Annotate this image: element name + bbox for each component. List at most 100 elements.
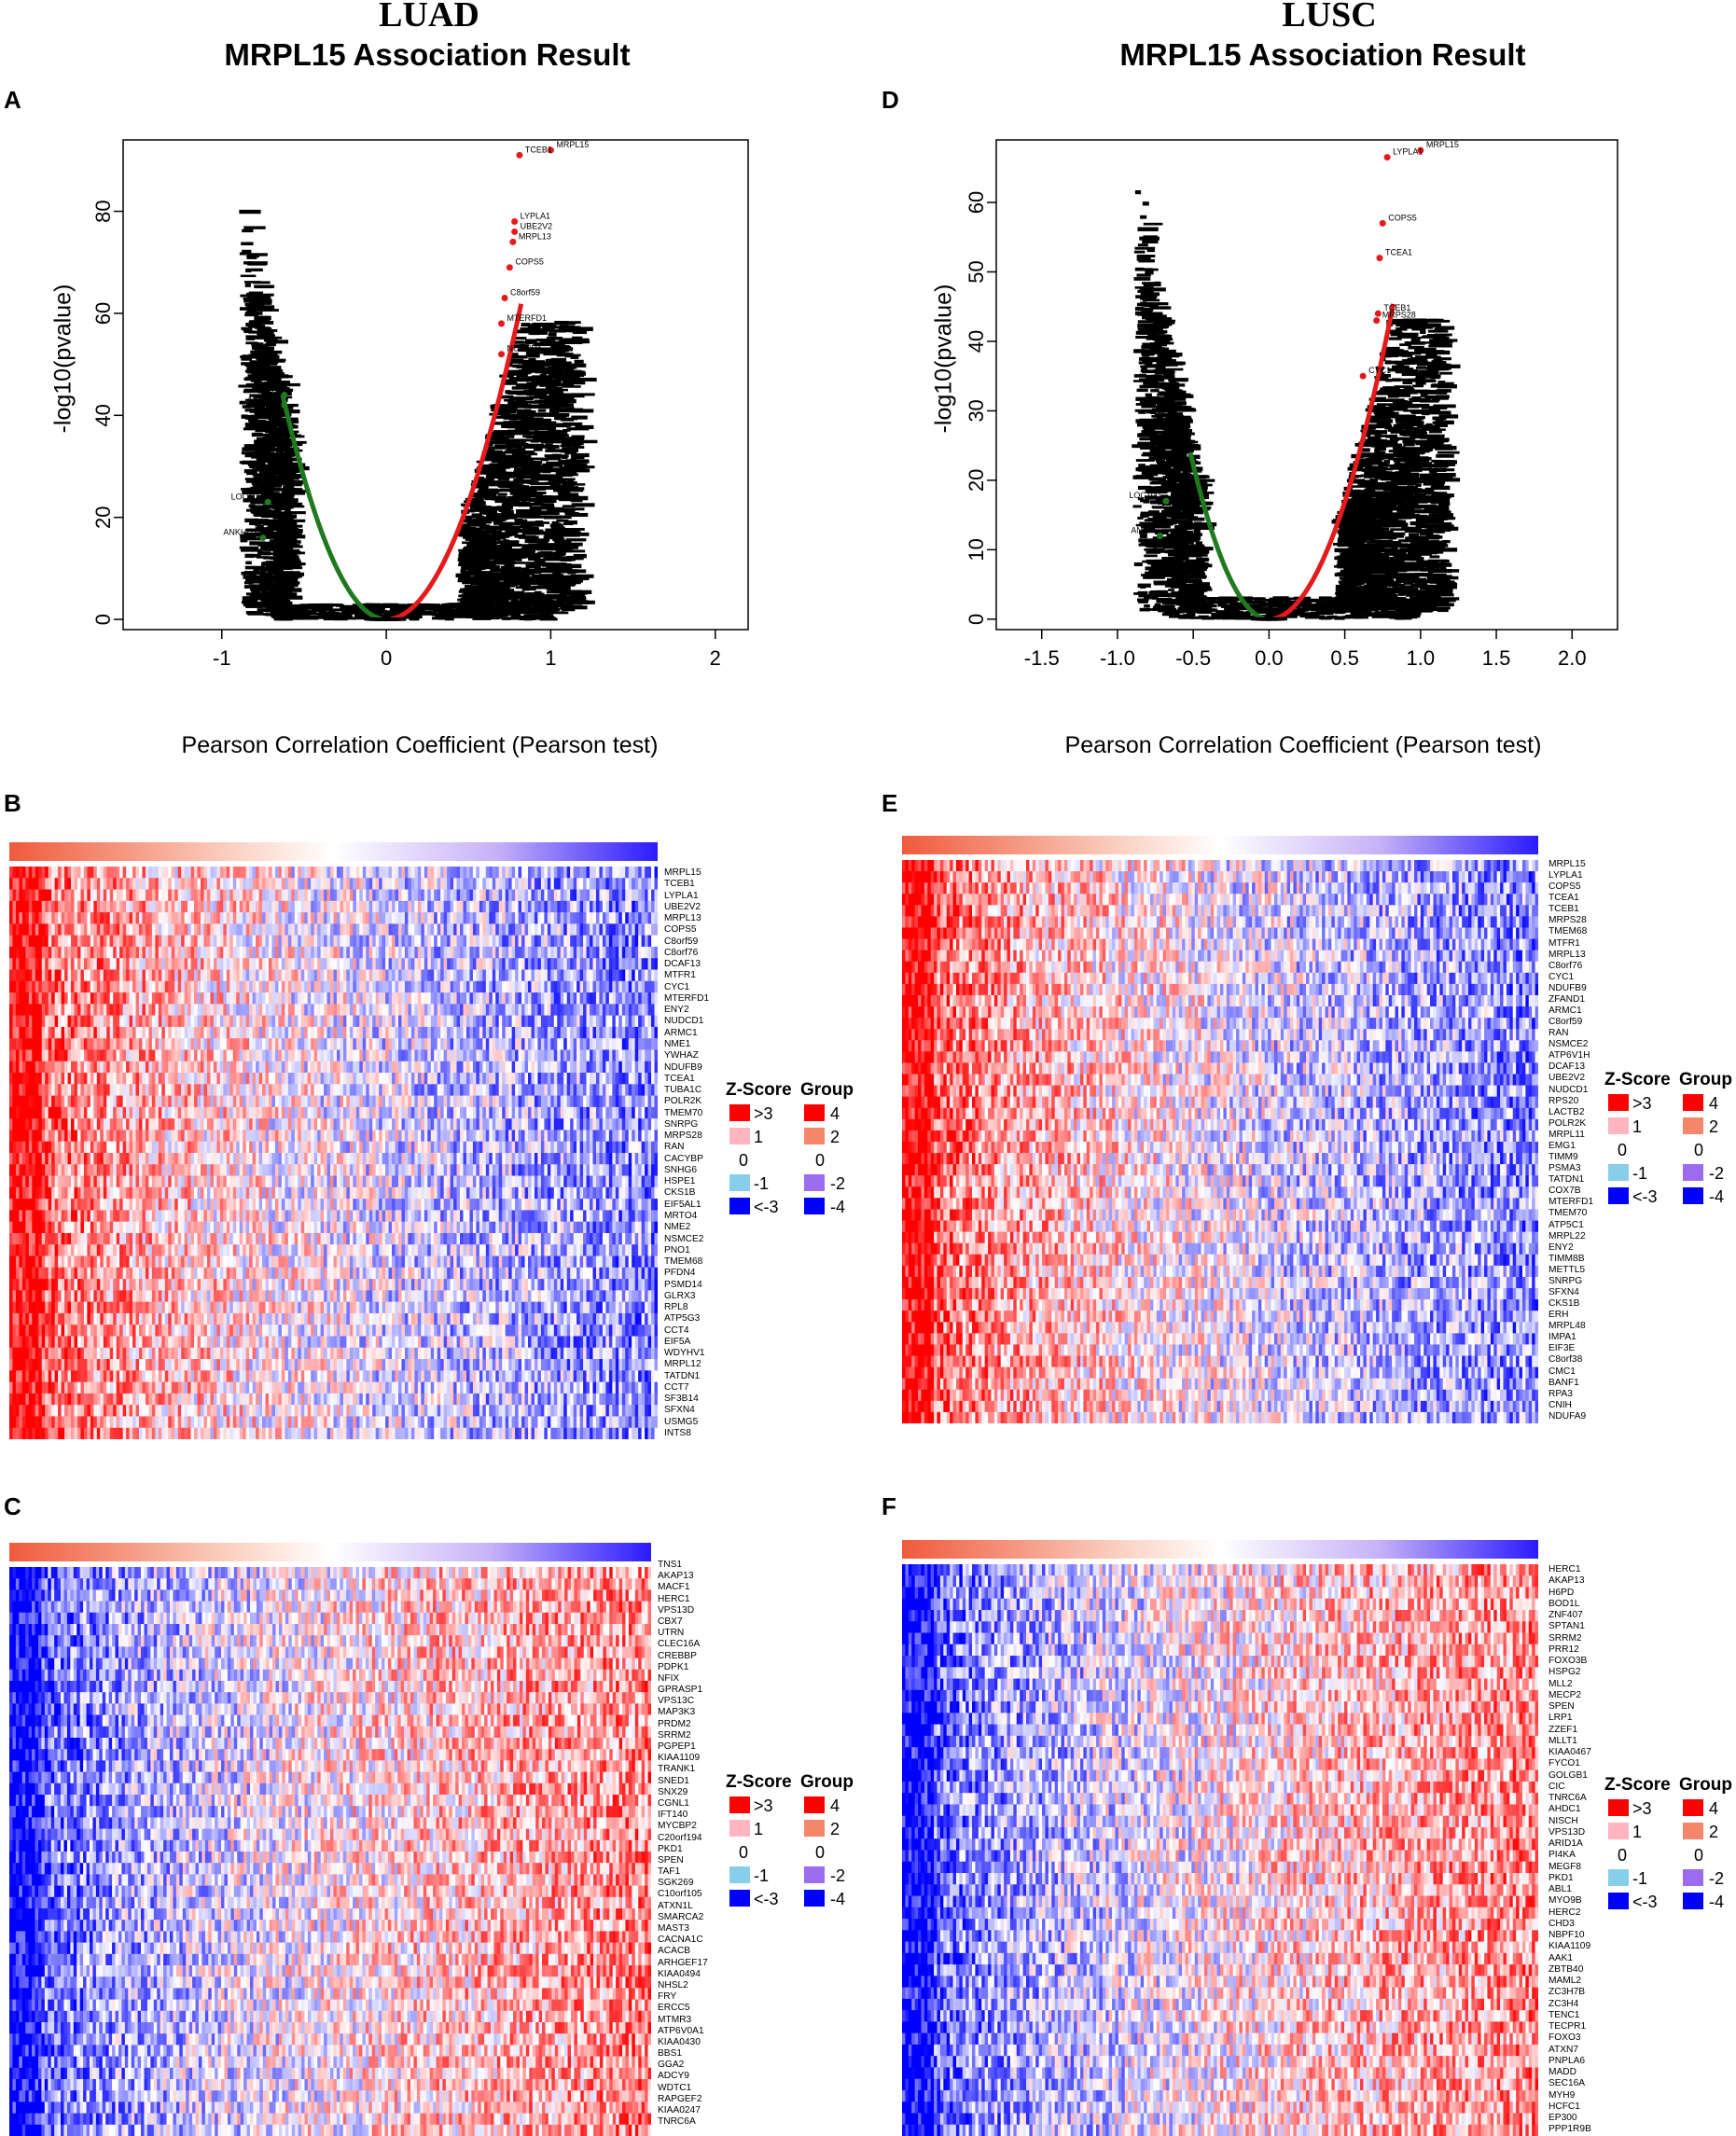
dense-label-mark xyxy=(291,610,311,614)
dense-label-mark xyxy=(1149,566,1168,572)
dense-label-mark xyxy=(1136,254,1156,257)
dense-label-mark xyxy=(471,564,485,568)
dense-label-mark xyxy=(1344,589,1367,594)
dense-label-mark xyxy=(546,461,566,465)
dense-label-mark xyxy=(1137,516,1144,520)
dense-label-mark xyxy=(1392,446,1406,451)
dense-label-mark xyxy=(245,398,263,402)
dense-label-mark xyxy=(253,585,275,589)
dense-label-mark xyxy=(1415,367,1434,369)
dense-label-mark xyxy=(1177,437,1190,441)
dense-label-mark xyxy=(541,434,551,438)
dense-label-mark xyxy=(1396,502,1419,506)
dense-label-mark xyxy=(1408,421,1424,424)
dense-label-mark xyxy=(328,616,345,619)
dense-label-mark xyxy=(245,341,258,345)
dense-label-mark xyxy=(1363,510,1369,514)
dense-label-mark xyxy=(248,330,260,334)
dense-label-mark xyxy=(254,350,274,354)
dense-label-mark xyxy=(282,469,300,474)
dense-label-mark xyxy=(1137,243,1148,247)
dense-label-mark xyxy=(415,612,432,616)
dense-label-mark xyxy=(1432,437,1450,442)
dense-label-mark xyxy=(464,585,473,589)
dense-label-mark xyxy=(1434,462,1453,466)
dense-label-mark xyxy=(239,307,260,311)
dense-label-mark xyxy=(504,416,517,420)
dense-label-mark xyxy=(1147,510,1160,515)
dense-label-mark xyxy=(245,592,254,596)
dense-label-mark xyxy=(1417,589,1432,594)
dense-label-mark xyxy=(1138,357,1156,361)
dense-label-mark xyxy=(342,615,353,618)
dense-label-mark xyxy=(534,498,557,504)
dense-label-mark xyxy=(528,419,549,423)
dense-label-mark xyxy=(522,362,545,367)
dense-label-mark xyxy=(482,548,507,551)
x-tick-label: -0.5 xyxy=(1175,646,1211,670)
dense-label-mark xyxy=(255,452,276,457)
dense-label-mark xyxy=(1406,514,1415,518)
dense-label-mark xyxy=(1378,477,1397,480)
dense-label-mark xyxy=(1437,608,1449,613)
dense-label-mark xyxy=(1405,536,1429,541)
dense-label-mark xyxy=(271,440,292,445)
dense-label-mark xyxy=(1438,511,1446,514)
dense-label-mark xyxy=(514,449,526,452)
dense-label-mark xyxy=(1157,354,1180,358)
dense-label-mark xyxy=(245,323,263,327)
dense-label-mark xyxy=(557,558,576,562)
dense-label-mark xyxy=(562,442,577,447)
dense-label-mark xyxy=(1172,447,1187,452)
luad-column-header: LUAD xyxy=(149,0,709,35)
dense-label-mark xyxy=(453,615,464,618)
dense-label-mark xyxy=(480,588,494,592)
dense-label-mark xyxy=(486,582,496,586)
dense-label-mark xyxy=(1424,440,1440,444)
dense-label-mark xyxy=(1163,428,1180,434)
dense-label-mark xyxy=(245,537,266,541)
dense-label-mark xyxy=(289,603,306,607)
dense-label-mark xyxy=(547,474,562,478)
dense-label-mark xyxy=(1179,557,1189,562)
y-tick-label: 20 xyxy=(965,469,988,492)
dense-label-mark xyxy=(465,603,483,606)
dense-label-mark xyxy=(498,527,518,531)
dense-label-mark xyxy=(1171,515,1190,520)
dense-label-mark xyxy=(1193,529,1201,534)
dense-label-mark xyxy=(366,603,378,606)
dense-label-mark xyxy=(1394,576,1405,579)
dense-label-mark xyxy=(1147,518,1155,522)
dense-label-mark xyxy=(273,475,286,479)
dense-label-mark xyxy=(262,383,279,387)
dense-label-mark xyxy=(1164,584,1175,588)
dense-label-mark xyxy=(508,369,529,373)
dense-label-mark xyxy=(525,354,540,358)
dense-label-mark xyxy=(1387,532,1406,536)
dense-label-mark xyxy=(1343,534,1351,537)
dense-label-mark xyxy=(507,606,515,610)
dense-label-mark xyxy=(510,557,519,561)
dense-label-mark xyxy=(1381,472,1387,477)
dense-label-mark xyxy=(243,585,260,589)
dense-label-mark xyxy=(1153,454,1172,458)
dense-label-mark xyxy=(1161,556,1183,560)
dense-label-mark xyxy=(1410,520,1422,526)
dense-label-mark xyxy=(283,511,291,514)
dense-label-mark xyxy=(516,520,537,525)
dense-label-mark xyxy=(1395,368,1419,374)
dense-label-mark xyxy=(535,574,552,577)
dense-label-mark xyxy=(1133,349,1145,354)
dense-label-mark xyxy=(488,440,510,444)
dense-label-mark xyxy=(494,415,506,419)
dense-label-mark xyxy=(253,567,259,572)
dense-label-mark xyxy=(257,331,274,336)
dense-label-mark xyxy=(243,444,258,449)
dense-label-mark xyxy=(255,527,277,532)
dense-label-mark xyxy=(1400,522,1409,527)
dense-label-mark xyxy=(528,526,539,530)
dense-label-mark xyxy=(1146,491,1157,494)
dense-label-mark xyxy=(246,402,259,406)
dense-label-mark xyxy=(545,443,553,447)
dense-label-mark xyxy=(1138,378,1159,382)
